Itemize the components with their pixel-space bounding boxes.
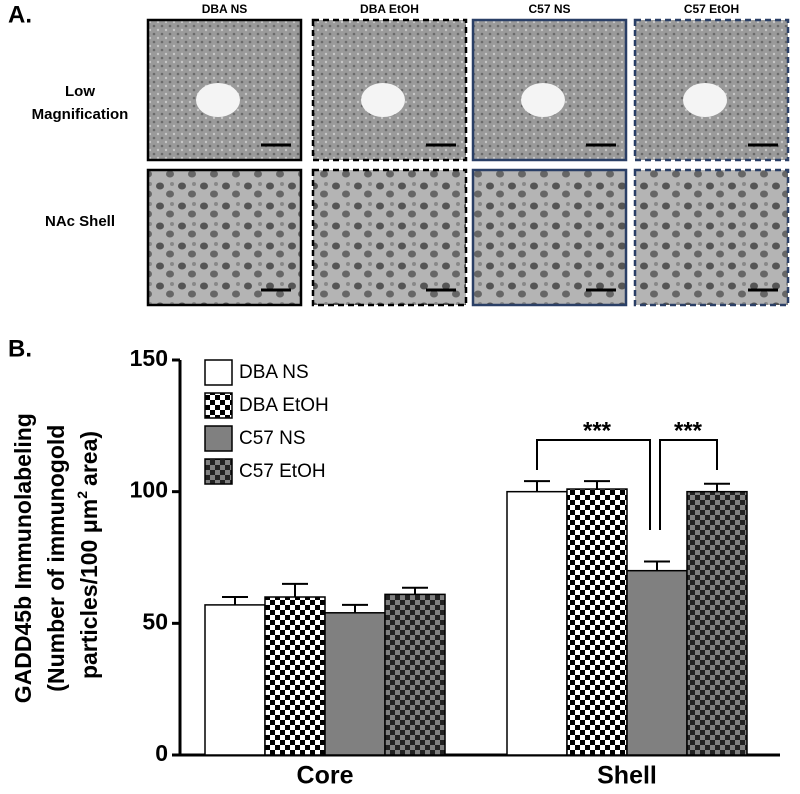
micrograph [146, 168, 303, 307]
bar [506, 490, 568, 756]
column-title: DBA NS [202, 2, 248, 16]
micrograph [633, 168, 790, 307]
bar [264, 596, 326, 756]
annotation: *** [583, 417, 612, 444]
x-tick-label: Shell [597, 762, 657, 790]
bar [626, 569, 688, 756]
bar [324, 612, 386, 756]
significance-bracket [536, 439, 651, 530]
y-label-line: (Number of immunogold [43, 425, 69, 692]
bar [566, 488, 628, 756]
y-label-line: particles/100 μm [76, 499, 102, 679]
legend-label: DBA NS [239, 362, 309, 383]
bar [384, 593, 446, 756]
x-tick-label: Core [297, 762, 354, 790]
y-tick-label: 150 [130, 345, 168, 371]
annotation: *** [674, 417, 703, 444]
y-label-line: GADD45b Immunolabeling [10, 413, 36, 703]
legend-label: DBA EtOH [239, 395, 329, 416]
legend-label: C57 NS [239, 428, 306, 449]
micrograph [471, 168, 628, 307]
bar [204, 604, 266, 756]
row-label: Magnification [32, 106, 129, 123]
y-label-line: area) [76, 431, 102, 486]
row-label: NAc Shell [45, 213, 115, 230]
y-axis-label: GADD45b Immunolabeling (Number of immuno… [10, 407, 102, 703]
micrograph [311, 168, 468, 307]
y-tick-label: 0 [155, 740, 168, 766]
bar [686, 490, 748, 756]
column-title: C57 EtOH [684, 2, 739, 16]
row-label: Low [65, 83, 95, 100]
y-tick-label: 50 [142, 608, 168, 634]
legend-swatch [204, 425, 233, 452]
significance-bracket [659, 439, 718, 530]
y-label-sup: 2 [74, 491, 90, 499]
vessel [361, 83, 405, 117]
column-title: C57 NS [528, 2, 570, 16]
legend-swatch [204, 458, 233, 485]
legend-swatch [204, 359, 233, 386]
y-tick-label: 100 [130, 477, 168, 503]
vessel [196, 83, 240, 117]
legend-swatch [204, 392, 233, 419]
panel-label: B. [8, 335, 32, 362]
vessel [521, 83, 565, 117]
panel-label: A. [8, 1, 32, 28]
legend-label: C57 EtOH [239, 461, 326, 482]
column-title: DBA EtOH [360, 2, 419, 16]
vessel [683, 83, 727, 117]
